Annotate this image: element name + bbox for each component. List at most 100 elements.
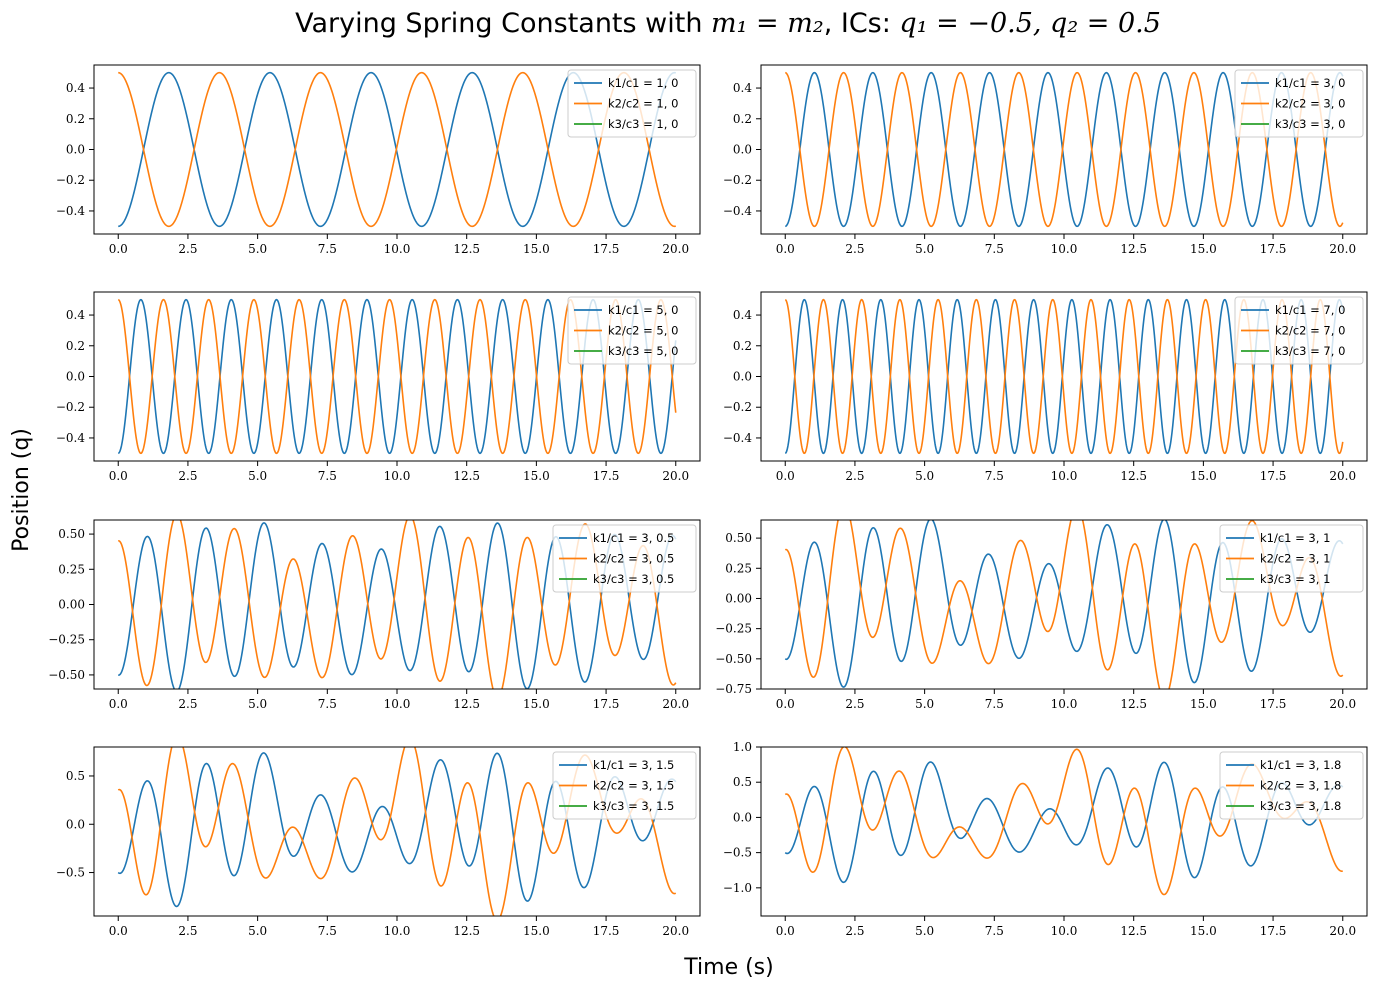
subplot-1: 0.0 2.5 5.0 7.5 10.0 12.5 15.0 17.5 20.0 0.4 0.2 0.…: [56, 64, 701, 256]
legend: k1/c1 = 7, 0 k2/c2 = 7, 0 k3/c3 = 7, 0: [1234, 296, 1364, 365]
x-tick-label: 20.0: [662, 242, 689, 256]
x-tick-label: 20.0: [662, 469, 689, 483]
legend-entry: k2/c2 = 3, 0.5: [593, 552, 674, 566]
x-tick-label: 5.0: [915, 697, 934, 711]
x-tick-label: 5.0: [915, 469, 934, 483]
x-tick-label: 2.5: [845, 697, 864, 711]
x-tick-label: 20.0: [1329, 697, 1356, 711]
legend-entry: k2/c2 = 3, 1: [1260, 552, 1330, 566]
series-line-1: [118, 522, 677, 689]
legend: k1/c1 = 5, 0 k2/c2 = 5, 0 k3/c3 = 5, 0: [567, 296, 697, 365]
y-tick-label: 0.4: [66, 81, 85, 95]
x-tick-label: 20.0: [662, 924, 689, 938]
subplot-5: 0.0 2.5 5.0 7.5 10.0 12.5 15.0 17.5 20.0 0.50 0.25…: [48, 519, 701, 711]
series-group: [118, 298, 677, 455]
x-tick-label: 15.0: [1190, 697, 1217, 711]
y-tick-label: −0.75: [715, 682, 752, 696]
x-tick-label: 17.5: [593, 469, 620, 483]
y-tick-label: 0.4: [66, 308, 85, 322]
legend-entry: k3/c3 = 3, 0.5: [593, 572, 674, 586]
y-tick-label: 0.4: [733, 81, 752, 95]
legend-entry: k2/c2 = 7, 0: [1275, 324, 1345, 338]
legend-entry: k1/c1 = 3, 0: [1275, 76, 1345, 90]
legend-entry: k1/c1 = 3, 1.5: [593, 758, 674, 772]
x-tick-label: 10.0: [1051, 469, 1078, 483]
x-tick-label: 10.0: [1051, 924, 1078, 938]
x-tick-label: 20.0: [662, 697, 689, 711]
x-tick-label: 0.0: [776, 469, 795, 483]
legend-box: [567, 296, 697, 365]
x-tick-label: 2.5: [845, 924, 864, 938]
x-tick-label: 7.5: [318, 697, 337, 711]
y-tick-label: 0.00: [725, 591, 752, 605]
legend: k1/c1 = 3, 1.5 k2/c2 = 3, 1.5 k3/c3 = 3, 1…: [552, 751, 697, 820]
series-line-2: [118, 298, 677, 455]
y-tick-label: 0.4: [733, 308, 752, 322]
x-tick-label: 12.5: [1120, 697, 1147, 711]
subplot-8: 0.0 2.5 5.0 7.5 10.0 12.5 15.0 17.5 20.0 1.0 0.5 0.…: [723, 740, 1368, 938]
x-tick-label: 10.0: [384, 697, 411, 711]
y-tick-label: −0.50: [48, 668, 85, 682]
y-tick-label: −0.4: [723, 431, 753, 445]
series-line-1: [784, 520, 1344, 688]
x-tick-label: 10.0: [384, 242, 411, 256]
x-tick-label: 5.0: [915, 924, 934, 938]
x-tick-label: 20.0: [1329, 469, 1356, 483]
x-tick-label: 10.0: [1051, 242, 1078, 256]
series-line-1: [784, 298, 1344, 455]
y-tick-label: 0.0: [66, 143, 85, 157]
y-tick-label: 0.0: [733, 143, 752, 157]
title-math-masses: m₁ = m₂: [711, 8, 824, 39]
x-tick-label: 2.5: [178, 469, 197, 483]
legend-entry: k3/c3 = 5, 0: [608, 344, 678, 358]
series-line-2: [784, 520, 1344, 689]
x-tick-label: 12.5: [1120, 924, 1147, 938]
x-tick-label: 17.5: [1260, 242, 1287, 256]
x-tick-label: 12.5: [1120, 242, 1147, 256]
legend-box: [552, 751, 697, 820]
legend-entry: k2/c2 = 3, 0: [1275, 97, 1345, 111]
x-tick-label: 7.5: [318, 242, 337, 256]
x-tick-label: 2.5: [178, 242, 197, 256]
x-tick-label: 15.0: [523, 697, 550, 711]
x-tick-label: 15.0: [1190, 242, 1217, 256]
subplot-7: 0.0 2.5 5.0 7.5 10.0 12.5 15.0 17.5 20.0 0.5 0.0 −0…: [56, 746, 701, 938]
legend-entry: k2/c2 = 3, 1.5: [593, 779, 674, 793]
series-line-1: [118, 298, 677, 455]
legend-entry: k1/c1 = 3, 0.5: [593, 531, 674, 545]
legend: k1/c1 = 3, 0 k2/c2 = 3, 0 k3/c3 = 3, 0: [1234, 69, 1364, 138]
title-math-ics: q₁ = −0.5, q₂ = 0.5: [899, 8, 1160, 39]
x-tick-label: 15.0: [523, 924, 550, 938]
x-tick-label: 0.0: [776, 242, 795, 256]
x-tick-label: 20.0: [1329, 242, 1356, 256]
y-tick-label: −0.4: [56, 204, 86, 218]
subplot-6: 0.0 2.5 5.0 7.5 10.0 12.5 15.0 17.5 20.0 0.50 0.25…: [715, 519, 1368, 711]
x-tick-label: 17.5: [593, 697, 620, 711]
legend-box: [1234, 69, 1364, 138]
series-line-2: [118, 71, 677, 228]
x-tick-label: 12.5: [453, 697, 480, 711]
legend: k1/c1 = 3, 1 k2/c2 = 3, 1 k3/c3 = 3, 1: [1219, 524, 1364, 593]
legend-box: [552, 524, 697, 593]
subplot-2: 0.0 2.5 5.0 7.5 10.0 12.5 15.0 17.5 20.0 0.4 0.2 0.…: [723, 64, 1368, 256]
x-tick-label: 15.0: [1190, 469, 1217, 483]
legend-entry: k3/c3 = 1, 0: [608, 117, 678, 131]
x-tick-label: 0.0: [109, 697, 128, 711]
legend-entry: k2/c2 = 3, 1.8: [1260, 779, 1341, 793]
y-tick-label: −0.5: [56, 866, 85, 880]
x-tick-label: 5.0: [248, 469, 267, 483]
title-text: Varying Spring Constants with: [295, 8, 711, 39]
y-tick-label: 0.0: [733, 370, 752, 384]
y-tick-label: −0.2: [56, 400, 85, 414]
series-group: [784, 520, 1344, 689]
y-tick-label: 0.0: [733, 810, 752, 824]
y-tick-label: 0.0: [66, 817, 85, 831]
y-tick-label: 0.00: [58, 598, 85, 612]
x-tick-label: 5.0: [248, 697, 267, 711]
x-tick-label: 10.0: [384, 924, 411, 938]
x-tick-label: 15.0: [523, 469, 550, 483]
y-tick-label: 0.5: [66, 769, 85, 783]
y-tick-label: 0.2: [733, 112, 752, 126]
x-tick-label: 2.5: [845, 242, 864, 256]
